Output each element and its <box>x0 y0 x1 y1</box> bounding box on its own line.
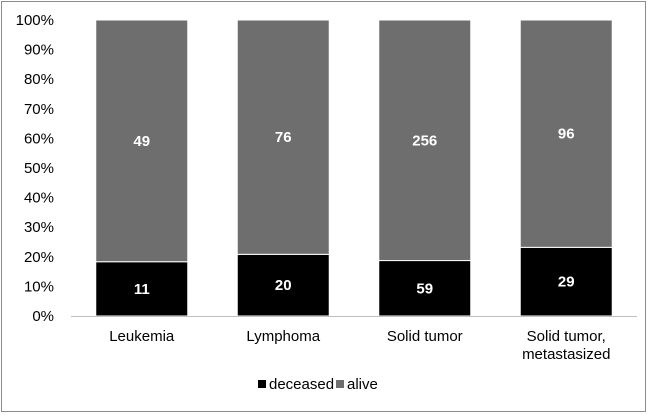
bar-segment-alive <box>378 19 472 262</box>
legend: deceased alive <box>258 376 378 393</box>
y-tick-label: 10% <box>24 278 54 295</box>
category-label: metastasized <box>522 346 610 363</box>
y-tick-label: 70% <box>24 101 54 118</box>
y-tick-label: 80% <box>24 71 54 88</box>
y-tick-label: 100% <box>16 12 54 29</box>
y-tick-label: 20% <box>24 249 54 266</box>
data-label-deceased: 11 <box>134 281 150 298</box>
bar-segment-deceased <box>378 260 472 317</box>
y-tick-label: 30% <box>24 219 54 236</box>
y-tick-label: 40% <box>24 190 54 207</box>
data-label-alive: 256 <box>412 132 437 149</box>
category-label: Solid tumor <box>387 328 463 345</box>
bar-segment-alive <box>95 19 189 263</box>
data-label-deceased: 29 <box>558 274 575 291</box>
bars: 11 49 20 76 59 256 29 96 <box>95 19 613 317</box>
legend-swatch-alive <box>336 380 344 388</box>
y-tick-label: 60% <box>24 130 54 147</box>
y-axis: 0% 10% 20% 30% 40% 50% 60% 70% 80% 90% 100% <box>16 12 54 325</box>
category-label: Solid tumor, <box>527 328 606 345</box>
data-label-deceased: 59 <box>416 280 433 297</box>
data-label-alive: 96 <box>558 126 575 143</box>
legend-label-alive: alive <box>347 376 378 393</box>
bar-segment-deceased <box>519 246 613 317</box>
y-tick-label: 0% <box>32 308 54 325</box>
bar-segment-deceased <box>95 261 189 317</box>
y-tick-label: 90% <box>24 42 54 59</box>
data-label-deceased: 20 <box>275 277 292 294</box>
data-label-alive: 49 <box>133 133 150 150</box>
bar-segment-deceased <box>236 253 330 317</box>
x-axis: Leukemia Lymphoma Solid tumor Solid tumor,m… <box>71 316 637 363</box>
category-label: Lymphoma <box>246 328 320 345</box>
bar-segment-alive <box>519 19 613 248</box>
bar-segment-alive <box>236 19 330 255</box>
data-label-alive: 76 <box>275 129 292 146</box>
legend-swatch-deceased <box>258 380 266 388</box>
y-tick-label: 50% <box>24 160 54 177</box>
legend-label-deceased: deceased <box>269 376 334 393</box>
category-label: Leukemia <box>109 328 175 345</box>
